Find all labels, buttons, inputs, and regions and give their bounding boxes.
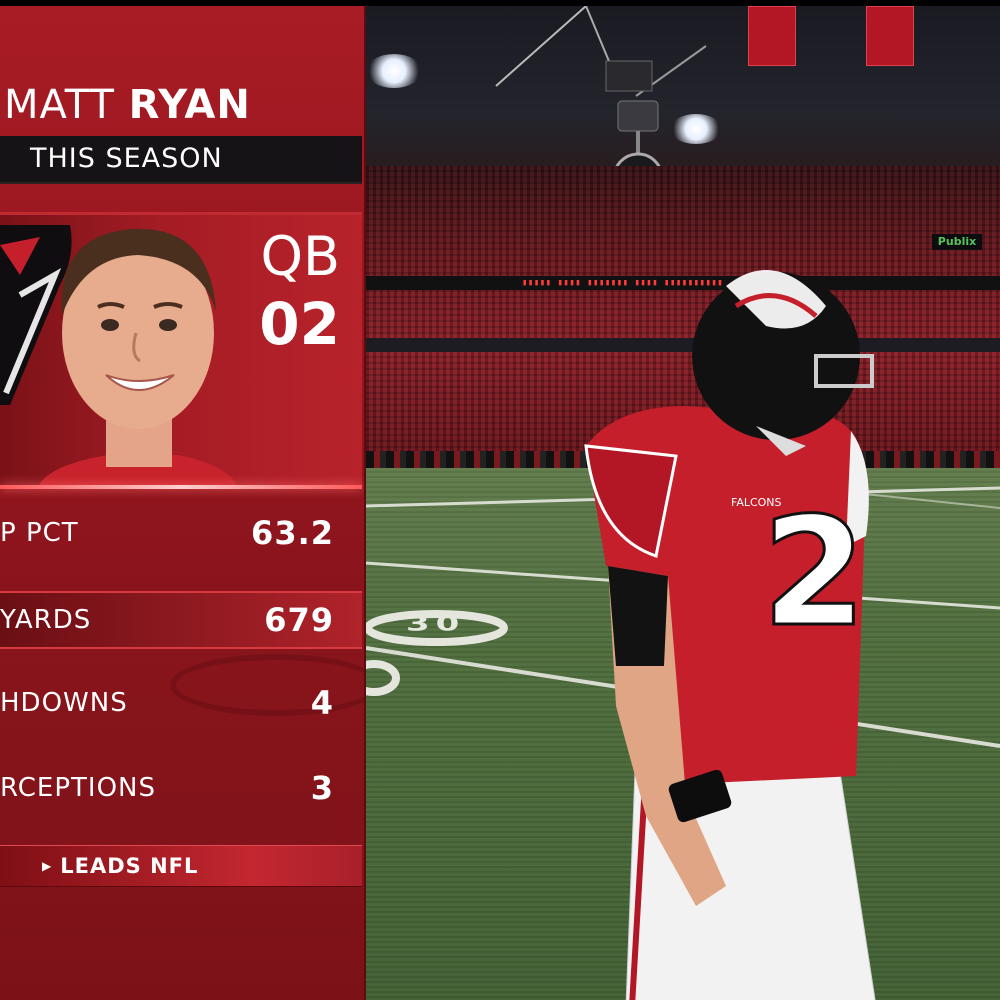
- field-number: 30: [406, 612, 466, 636]
- stat-value: 679: [264, 601, 334, 639]
- stat-value: 63.2: [251, 514, 334, 552]
- stat-label: RCEPTIONS: [0, 773, 156, 803]
- stat-row-completion-pct: P PCT 63.2: [0, 506, 362, 560]
- team-logo-icon: [0, 225, 72, 405]
- season-header: THIS SEASON: [0, 136, 362, 184]
- svg-text:FALCONS: FALCONS: [731, 496, 782, 509]
- sponsor-board-text: Publix: [937, 235, 977, 248]
- stadium-light: [670, 114, 722, 144]
- headshot-area: [0, 212, 362, 489]
- stat-label: P PCT: [0, 518, 79, 548]
- player-first-name: MATT: [4, 82, 115, 128]
- stadium-scene: ▮▮▮▮▮ ▮▮▮▮ ▮▮▮▮▮▮▮ ▮▮▮▮ ▮▮▮▮▮▮▮▮▮▮ Publi…: [366, 6, 1000, 1000]
- stat-label: HDOWNS: [0, 688, 128, 718]
- player-jersey-number: 2: [760, 486, 867, 660]
- background-swoosh: [170, 654, 364, 716]
- quarterback-figure: FALCONS: [584, 270, 876, 1000]
- championship-banner: [866, 6, 914, 66]
- championship-banner: [748, 6, 796, 66]
- ribbon-board: ▮▮▮▮▮ ▮▮▮▮ ▮▮▮▮▮▮▮ ▮▮▮▮ ▮▮▮▮▮▮▮▮▮▮: [366, 276, 1000, 290]
- sponsor-board: Publix: [932, 234, 982, 250]
- leads-nfl-bar: ▶ LEADS NFL: [0, 845, 362, 887]
- season-label: THIS SEASON: [30, 143, 223, 174]
- stat-row-touchdowns: HDOWNS 4: [0, 676, 362, 730]
- stadium-light: [366, 54, 422, 88]
- player-stats-graphic: MATT RYAN THIS SEASON: [0, 6, 366, 1000]
- stat-value: 4: [310, 684, 334, 722]
- leads-label: LEADS NFL: [60, 854, 199, 878]
- player-headshot: [38, 228, 238, 487]
- divider-glow: [0, 485, 362, 489]
- player-name: MATT RYAN: [4, 82, 251, 132]
- player-jersey-number-graphic: 02: [259, 290, 340, 358]
- stat-row-interceptions: RCEPTIONS 3: [0, 761, 362, 815]
- stat-label: YARDS: [0, 605, 92, 635]
- play-arrow-icon: ▶: [42, 859, 53, 873]
- player-last-name: RYAN: [128, 82, 251, 128]
- stat-value: 3: [310, 769, 334, 807]
- stat-row-yards: YARDS 679: [0, 591, 362, 649]
- player-position: QB: [260, 225, 340, 288]
